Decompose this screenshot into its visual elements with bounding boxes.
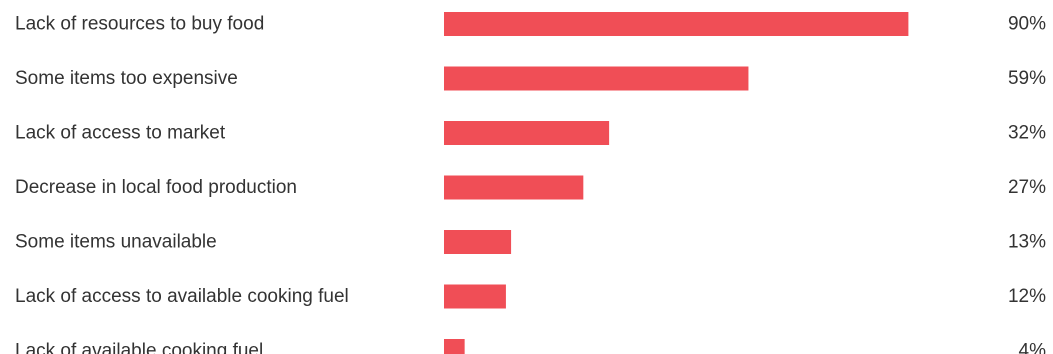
bar [444, 66, 749, 91]
category-labels: Lack of resources to buy food Some items … [15, 14, 349, 354]
bar [444, 175, 584, 200]
category-label: Lack of access to market [15, 123, 226, 144]
bar [444, 339, 465, 354]
category-label: Lack of access to available cooking fuel [15, 286, 349, 307]
category-label: Some items too expensive [15, 68, 238, 89]
category-label: Lack of available cooking fuel [15, 341, 263, 354]
value-label: 4% [1019, 341, 1047, 354]
bar [444, 121, 610, 145]
bars [444, 12, 909, 354]
category-label: Some items unavailable [15, 232, 217, 253]
value-label: 90% [1008, 14, 1046, 35]
value-labels: 90% 59% 32% 27% 13% 12% 4% [1008, 14, 1046, 354]
value-label: 59% [1008, 68, 1046, 89]
bar [444, 230, 512, 254]
category-label: Decrease in local food production [15, 177, 297, 198]
value-label: 32% [1008, 123, 1046, 144]
value-label: 27% [1008, 177, 1046, 198]
bar [444, 284, 506, 309]
bar [444, 12, 909, 36]
category-label: Lack of resources to buy food [15, 14, 264, 35]
value-label: 12% [1008, 286, 1046, 307]
value-label: 13% [1008, 232, 1046, 253]
